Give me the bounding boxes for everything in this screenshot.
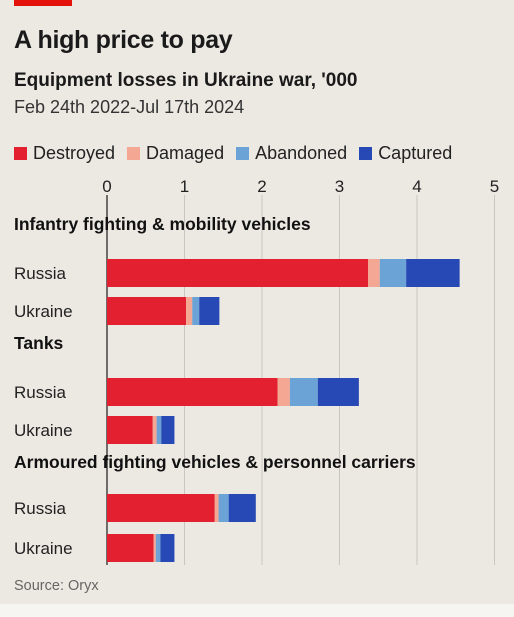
bar-ukraine-g2-captured xyxy=(160,534,175,562)
bar-ukraine-g2-damaged xyxy=(153,534,156,562)
chart-source: Source: Oryx xyxy=(14,578,99,594)
legend-label-abandoned: Abandoned xyxy=(255,142,348,163)
bar-russia-g1-abandoned xyxy=(289,378,318,406)
bar-ukraine-g2-abandoned xyxy=(155,534,161,562)
row-label-russia-1: Russia xyxy=(14,383,67,402)
bar-russia-g0-damaged xyxy=(368,259,380,287)
chart-legend: Destroyed Damaged Abandoned Captured xyxy=(14,140,464,166)
bar-russia-g2-captured xyxy=(228,494,256,522)
bar-russia-g2-abandoned xyxy=(218,494,229,522)
group-label-0: Infantry fighting & mobility vehicles xyxy=(14,214,311,234)
legend-label-destroyed: Destroyed xyxy=(33,142,116,163)
bar-russia-g0-destroyed xyxy=(107,259,369,287)
row-label-russia-0: Russia xyxy=(14,264,67,283)
legend-item-captured: Captured xyxy=(359,143,452,164)
group-label-1: Tanks xyxy=(14,333,64,353)
x-tick-label-0: 0 xyxy=(102,177,111,196)
legend-item-abandoned: Abandoned xyxy=(236,143,347,164)
chart-date-range: Feb 24th 2022-Jul 17th 2024 xyxy=(14,97,245,117)
bar-ukraine-g1-captured xyxy=(161,416,175,444)
x-tick-label-5: 5 xyxy=(490,177,499,196)
bar-ukraine-g0-destroyed xyxy=(107,297,187,325)
brand-tag xyxy=(14,0,72,6)
row-label-ukraine-2: Ukraine xyxy=(14,539,73,558)
bar-russia-g1-destroyed xyxy=(107,378,278,406)
bar-ukraine-g0-abandoned xyxy=(192,297,200,325)
bar-russia-g1-captured xyxy=(317,378,359,406)
legend-swatch-captured xyxy=(359,146,373,160)
legend-item-damaged: Damaged xyxy=(127,143,224,164)
chart-card: A high price to pay Equipment losses in … xyxy=(14,0,500,594)
legend-swatch-destroyed xyxy=(14,146,27,160)
bar-russia-g1-damaged xyxy=(277,378,290,406)
group-label-2: Armoured fighting vehicles & personnel c… xyxy=(14,452,416,472)
chart-title: A high price to pay xyxy=(14,26,233,54)
legend-swatch-damaged xyxy=(127,146,141,160)
x-tick-label-1: 1 xyxy=(180,177,189,196)
legend-swatch-abandoned xyxy=(236,146,250,160)
x-tick-label-3: 3 xyxy=(335,177,344,196)
x-tick-label-4: 4 xyxy=(412,177,421,196)
page-footer-strip xyxy=(0,604,514,617)
bar-russia-g2-destroyed xyxy=(107,494,215,522)
bar-ukraine-g1-damaged xyxy=(152,416,157,444)
legend-label-captured: Captured xyxy=(378,142,453,163)
bar-ukraine-g0-captured xyxy=(199,297,220,325)
stacked-bar-chart: 0 1 2 3 4 5 Infantry fighting & mobility vehic… xyxy=(14,177,499,565)
x-tick-label-2: 2 xyxy=(257,177,266,196)
bar-russia-g0-captured xyxy=(406,259,460,287)
bar-ukraine-g1-destroyed xyxy=(107,416,153,444)
bar-ukraine-g1-abandoned xyxy=(156,416,162,444)
bar-ukraine-g2-destroyed xyxy=(107,534,154,562)
row-label-ukraine-1: Ukraine xyxy=(14,421,73,440)
chart-subtitle: Equipment losses in Ukraine war, '000 xyxy=(14,70,358,91)
bar-russia-g2-damaged xyxy=(214,494,219,522)
row-label-ukraine-0: Ukraine xyxy=(14,302,73,321)
legend-label-damaged: Damaged xyxy=(146,142,225,163)
bar-russia-g0-abandoned xyxy=(379,259,407,287)
bar-ukraine-g0-damaged xyxy=(186,297,193,325)
row-label-russia-2: Russia xyxy=(14,499,67,518)
legend-item-destroyed: Destroyed xyxy=(14,143,115,164)
